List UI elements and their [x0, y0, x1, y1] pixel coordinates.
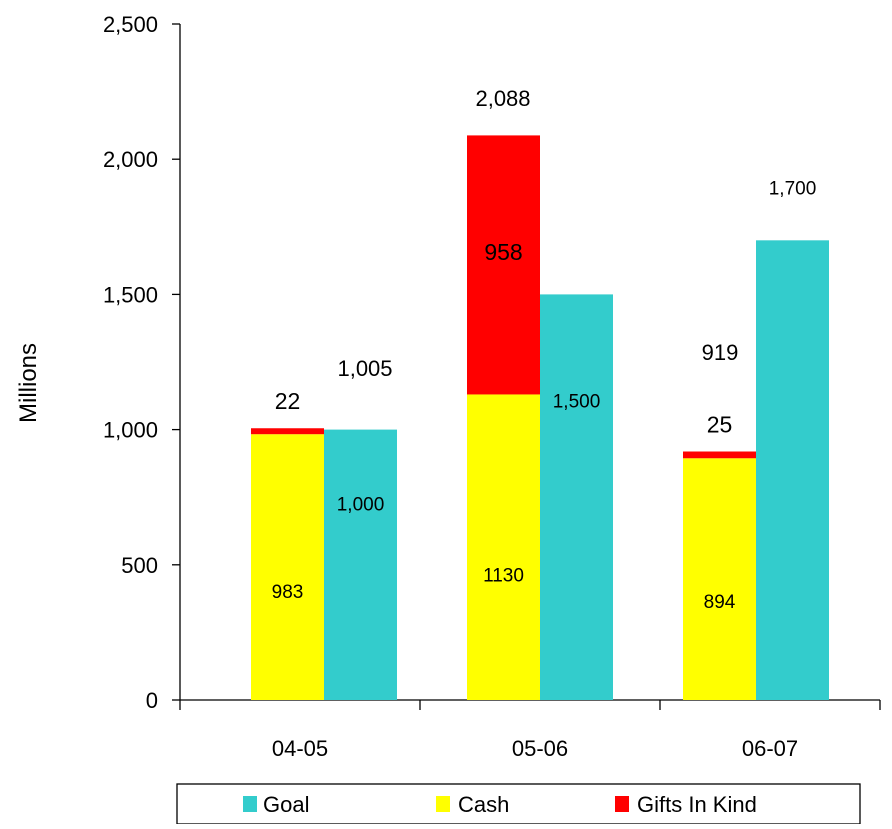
data-label-goal: 1,000: [337, 495, 385, 516]
legend-label: Gifts In Kind: [637, 792, 757, 817]
data-label-gifts-in-kind: 25: [707, 412, 733, 438]
y-tick-label: 1,000: [103, 418, 158, 443]
data-label-cash: 1130: [483, 566, 524, 587]
data-label-cash: 894: [704, 592, 736, 613]
y-tick-label: 2,500: [103, 12, 158, 37]
bar-gifts-in-kind: [251, 428, 324, 435]
bar-goal: [324, 429, 397, 700]
data-label-gifts-in-kind: 22: [275, 388, 301, 414]
data-label-cash: 983: [272, 582, 304, 603]
x-tick-label: 05-06: [512, 736, 568, 761]
bar-goal: [540, 294, 613, 700]
bar-cash: [251, 434, 324, 700]
legend-swatch: [436, 796, 450, 812]
data-label-total: 2,088: [475, 86, 530, 111]
x-tick-label: 04-05: [272, 736, 328, 761]
legend-label: Goal: [263, 792, 309, 817]
bar-cash: [683, 458, 756, 700]
bar-cash: [467, 394, 540, 700]
plot-area: 0 500 1,000 1,500 2,000 2,500 04-05 05-06 06-07 9…: [103, 12, 881, 825]
y-tick-label: 0: [146, 688, 158, 713]
data-label-goal: 1,700: [769, 178, 817, 199]
bar-gifts-in-kind: [467, 135, 540, 395]
legend-swatch: [243, 796, 257, 812]
legend-box: [176, 783, 861, 825]
x-tick-label: 06-07: [742, 736, 798, 761]
y-tick-label: 500: [121, 553, 158, 578]
legend-label: Cash: [458, 792, 509, 817]
bar-goal: [756, 240, 829, 700]
data-label-gifts-in-kind: 958: [484, 239, 522, 265]
data-label-goal: 1,500: [553, 391, 601, 412]
data-label-total: 1,005: [337, 356, 392, 381]
y-tick-label: 2,000: [103, 147, 158, 172]
data-label-total: 919: [702, 340, 739, 365]
y-tick-label: 1,500: [103, 282, 158, 307]
legend-swatch: [615, 796, 629, 812]
y-axis-title: Millions: [15, 343, 42, 423]
bar-gifts-in-kind: [683, 451, 756, 459]
